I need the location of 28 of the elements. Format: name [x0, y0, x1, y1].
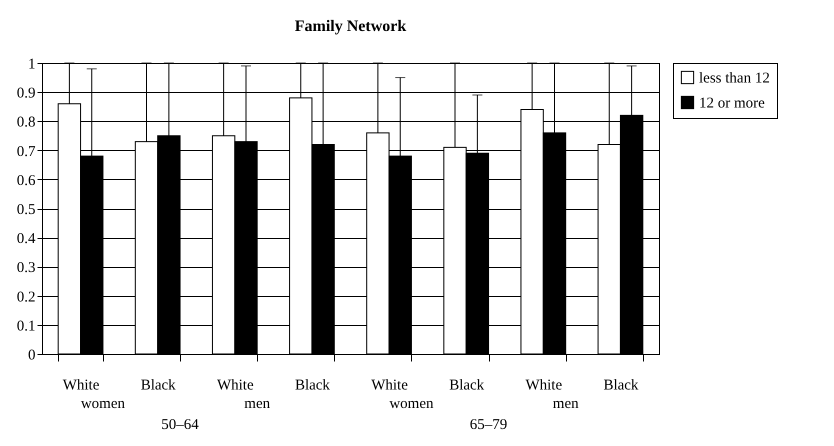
- y-tick-label: 0.4: [16, 231, 36, 248]
- y-tick-label: 0: [28, 348, 36, 364]
- chart-title: Family Network: [294, 18, 406, 35]
- y-tick-label: 0.6: [16, 172, 36, 189]
- x-tick-label: White: [525, 378, 562, 394]
- y-tick-label: 1: [28, 56, 36, 72]
- text: 65–79: [470, 417, 508, 433]
- y-tick-label: 0.5: [16, 202, 36, 218]
- x-tick-label: White: [62, 378, 100, 394]
- text: 50–64: [161, 417, 200, 433]
- y-tick-label: 0.3: [16, 260, 36, 276]
- y-tick-label: 0.7: [16, 144, 36, 160]
- text: women: [80, 396, 126, 412]
- legend-label: 12 or more: [699, 96, 766, 112]
- x-tick-label: Black: [603, 378, 639, 394]
- y-tick-label: 0.2: [16, 289, 36, 306]
- x-tick-label: Black: [140, 378, 176, 394]
- x-tick-label: Black: [294, 378, 330, 394]
- text: women: [389, 396, 434, 412]
- y-tick-label: 0.1: [16, 318, 36, 334]
- text: men: [552, 396, 580, 412]
- legend-label: less than 12: [699, 70, 770, 86]
- x-tick-label: Black: [449, 378, 485, 394]
- x-tick-label: White: [371, 378, 408, 394]
- x-tick-label: White: [216, 378, 254, 394]
- text: men: [244, 396, 271, 412]
- y-tick-label: 0.9: [16, 86, 36, 102]
- y-tick-label: 0.8: [16, 114, 36, 131]
